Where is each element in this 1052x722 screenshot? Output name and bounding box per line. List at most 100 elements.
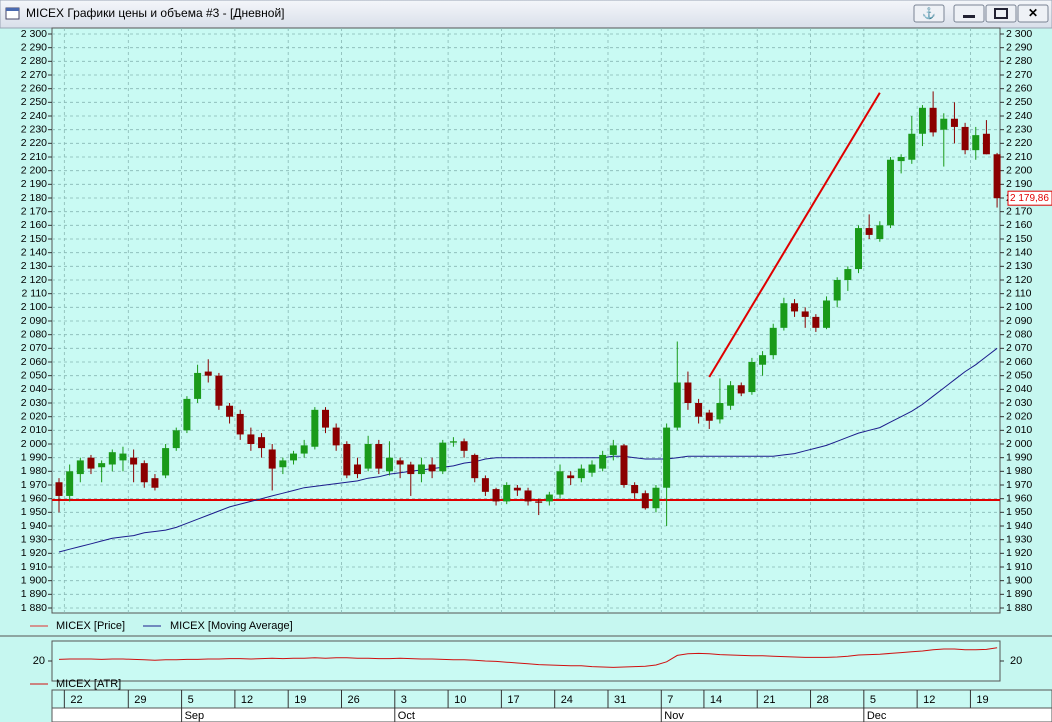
x-tick-label: 5 [870, 694, 876, 706]
y-tick-label-right: 2 220 [1006, 137, 1032, 149]
moving-average [58, 347, 998, 553]
y-tick-label: 2 260 [21, 82, 47, 94]
restore-button[interactable] [985, 4, 1017, 23]
y-tick-label-right: 2 290 [1006, 41, 1032, 53]
y-tick-label: 2 050 [21, 369, 47, 381]
y-tick-label: 1 920 [21, 547, 47, 559]
pin-icon: ⚓ [922, 7, 936, 20]
y-tick-label-right: 2 040 [1006, 383, 1032, 395]
candle-body [226, 405, 234, 417]
y-tick-label-right: 1 950 [1006, 506, 1032, 518]
last-price-box [1007, 190, 1052, 206]
candle-body [759, 355, 767, 365]
candle-body [897, 157, 905, 162]
candle-body [716, 403, 724, 420]
candle-body [620, 445, 628, 485]
candle-body [545, 494, 553, 502]
y-tick-label: 2 300 [21, 28, 47, 40]
x-tick-label: 17 [507, 694, 519, 706]
window-title: MICEX Графики цены и объема #3 - [Дневно… [26, 6, 284, 20]
pin-button[interactable] [913, 4, 945, 23]
y-tick-label-right: 2 050 [1006, 369, 1032, 381]
y-tick-label-right: 2 190 [1006, 178, 1032, 190]
restore-icon [994, 8, 1008, 19]
x-tick-label: 26 [347, 694, 359, 706]
y-tick-label-right: 2 120 [1006, 274, 1032, 286]
x-tick-label: 24 [561, 694, 573, 706]
close-button[interactable] [1017, 4, 1049, 23]
candle-body [300, 445, 308, 454]
candle-body [204, 371, 212, 376]
y-tick-label: 1 890 [21, 588, 47, 600]
candle-body [407, 464, 415, 475]
candle-body [663, 427, 671, 488]
legend-label: MICEX [ATR] [56, 678, 121, 690]
month-axis [51, 707, 1052, 722]
y-tick-label-right: 2 260 [1006, 82, 1032, 94]
y-tick-label-right: 2 170 [1006, 205, 1032, 217]
y-tick-label: 1 940 [21, 520, 47, 532]
y-tick-label-right: 2 300 [1006, 28, 1032, 40]
candle-body [588, 464, 596, 473]
candle-body [684, 382, 692, 403]
candle-body [652, 487, 660, 509]
candle-body [332, 427, 340, 446]
y-tick-label: 2 120 [21, 274, 47, 286]
candle-body [375, 444, 383, 469]
atr-line [58, 647, 998, 668]
candle-body [737, 385, 745, 394]
candle-body [993, 154, 1001, 199]
y-tick-label-right: 2 100 [1006, 301, 1032, 313]
y-tick-label-right: 2 210 [1006, 151, 1032, 163]
candle-body [396, 460, 404, 465]
candle-body [258, 437, 266, 449]
candle-body [439, 442, 447, 472]
y-tick-label: 2 210 [21, 151, 47, 163]
candle-body [982, 133, 990, 155]
y-tick-label: 2 070 [21, 342, 47, 354]
candle-body [567, 475, 575, 479]
y-tick-label-right: 1 940 [1006, 520, 1032, 532]
y-tick-label: 2 040 [21, 383, 47, 395]
candle-body [290, 453, 298, 461]
y-tick-label-right: 2 020 [1006, 410, 1032, 422]
window-icon-bar [6, 8, 19, 11]
candle-body [130, 457, 138, 465]
candle-body [140, 463, 148, 483]
candle-body [609, 445, 617, 455]
candle-body [98, 463, 106, 468]
x-tick-label: 12 [923, 694, 935, 706]
candle-body [641, 493, 649, 509]
y-tick-label: 2 180 [21, 192, 47, 204]
atr-tick-label: 20 [33, 655, 45, 667]
y-tick-label: 2 060 [21, 356, 47, 368]
y-tick-label: 2 030 [21, 397, 47, 409]
y-tick-label: 1 960 [21, 492, 47, 504]
y-tick-label: 1 970 [21, 479, 47, 491]
y-tick-label-right: 1 880 [1006, 602, 1032, 614]
candle-body [322, 409, 329, 428]
minimize-button[interactable] [953, 4, 985, 23]
y-tick-label-right: 2 140 [1006, 246, 1032, 258]
candle-body [908, 133, 916, 160]
y-tick-label-right: 2 200 [1006, 164, 1032, 176]
candle-body [769, 327, 777, 356]
y-tick-label-right: 2 240 [1006, 110, 1032, 122]
candle-body [364, 444, 372, 469]
candle-body [876, 225, 884, 239]
y-tick-label: 2 140 [21, 246, 47, 258]
y-tick-label-right: 2 110 [1006, 287, 1032, 299]
candle-body [673, 382, 681, 428]
candle-body [385, 457, 393, 472]
x-tick-label: 22 [70, 694, 82, 706]
y-tick-label: 2 280 [21, 55, 47, 67]
candle-body [236, 413, 244, 435]
candle-body [471, 454, 479, 479]
y-tick-label-right: 2 090 [1006, 315, 1032, 327]
y-tick-label: 2 100 [21, 301, 47, 313]
candle-body [311, 409, 319, 447]
candle-body [513, 487, 521, 491]
y-tick-label: 2 190 [21, 178, 47, 190]
y-tick-label-right: 2 250 [1006, 96, 1032, 108]
